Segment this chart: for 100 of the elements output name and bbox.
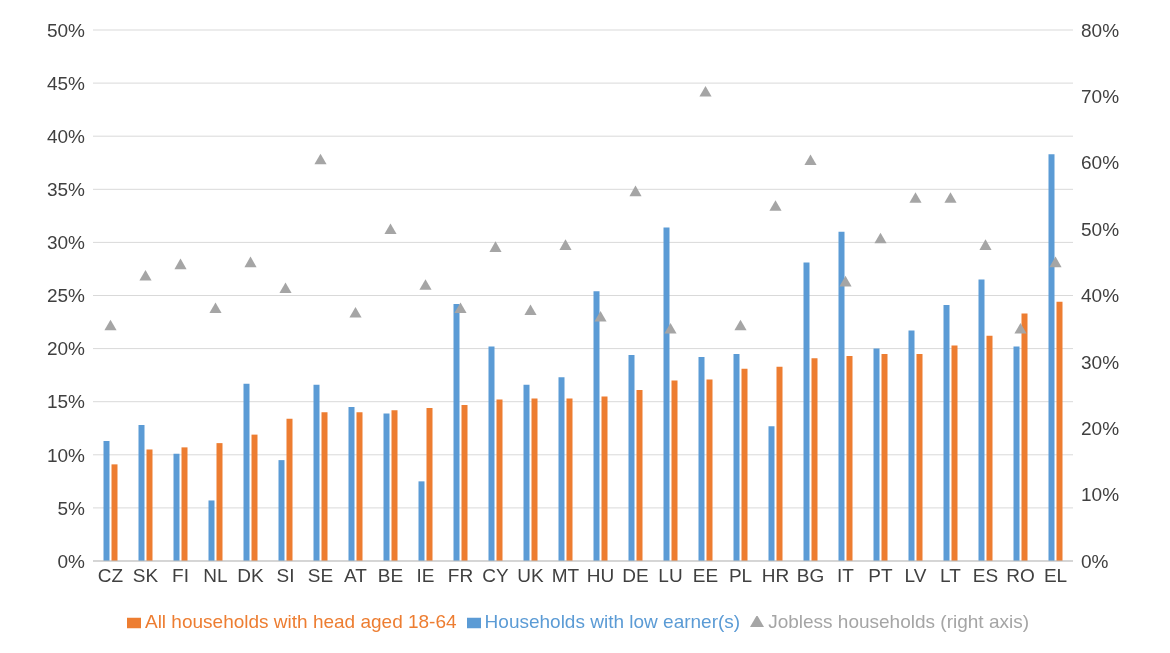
- bar: [138, 425, 145, 561]
- bar: [348, 407, 355, 561]
- bar: [593, 291, 600, 561]
- y-tick-label: 30%: [46, 232, 86, 254]
- legend-label: Households with low earner(s): [484, 611, 741, 632]
- bar: [776, 366, 783, 561]
- point: [489, 241, 502, 252]
- x-tick-label: SI: [276, 565, 295, 587]
- y-tick-label: 50%: [46, 19, 86, 41]
- x-tick-label: IT: [837, 565, 855, 587]
- bar: [313, 384, 320, 561]
- point: [244, 256, 257, 268]
- y-tick-label: 25%: [46, 285, 86, 307]
- y2-tick-label: 50%: [1081, 218, 1120, 240]
- bar: [951, 345, 958, 561]
- bar: [838, 231, 845, 561]
- bar: [873, 348, 880, 561]
- point: [419, 279, 432, 290]
- point: [384, 223, 397, 234]
- point: [559, 239, 572, 250]
- x-tick-label: SE: [307, 565, 334, 587]
- bar: [391, 410, 398, 561]
- x-tick-label: BE: [377, 565, 404, 587]
- bar: [1013, 346, 1020, 561]
- x-tick-label: HU: [586, 565, 615, 587]
- point: [209, 302, 222, 313]
- bar: [628, 354, 635, 561]
- bar: [181, 447, 188, 561]
- x-tick-label: LU: [658, 565, 683, 587]
- point: [349, 307, 362, 318]
- x-tick-label: HR: [761, 565, 790, 587]
- y2-tick-label: 0%: [1081, 550, 1109, 572]
- bar: [916, 353, 923, 561]
- x-tick-label: UK: [517, 565, 545, 587]
- bar: [558, 377, 565, 561]
- x-tick-label: PT: [868, 565, 894, 587]
- x-tick-label: CZ: [97, 565, 124, 587]
- legend-label: All households with head aged 18-64: [144, 611, 457, 632]
- x-tick-label: PL: [728, 565, 753, 587]
- bar: [663, 227, 670, 561]
- point: [104, 319, 117, 331]
- y2-tick-label: 80%: [1081, 19, 1120, 41]
- bar: [846, 356, 853, 561]
- point: [454, 302, 467, 313]
- y2-tick-label: 30%: [1081, 351, 1120, 373]
- bar: [741, 368, 748, 561]
- bar: [321, 412, 328, 561]
- point: [804, 154, 817, 165]
- bar: [523, 384, 530, 561]
- x-tick-label: DE: [622, 565, 649, 587]
- bar: [146, 449, 153, 561]
- bar: [1056, 301, 1063, 561]
- bar: [356, 412, 363, 561]
- bar: [461, 404, 468, 561]
- bar: [251, 434, 258, 561]
- x-tick-label: LT: [940, 565, 962, 587]
- bar: [566, 398, 573, 561]
- point: [944, 192, 957, 203]
- x-tick-label: EE: [692, 565, 719, 587]
- bar: [1048, 154, 1055, 561]
- point: [139, 269, 152, 281]
- bar: [768, 426, 775, 561]
- bar: [908, 330, 915, 561]
- bar: [111, 464, 118, 561]
- y-tick-label: 45%: [46, 72, 86, 94]
- point: [594, 311, 607, 322]
- point: [909, 192, 922, 203]
- x-tick-label: EL: [1043, 565, 1068, 587]
- bar: [978, 279, 985, 561]
- x-tick-label: ES: [972, 565, 999, 587]
- y-tick-label: 20%: [46, 338, 86, 360]
- bar: [803, 262, 810, 561]
- bar: [488, 346, 495, 561]
- point: [279, 282, 292, 294]
- bar: [733, 353, 740, 561]
- bar: [531, 398, 538, 561]
- bar: [383, 413, 390, 561]
- bar: [216, 443, 223, 561]
- point: [734, 319, 747, 331]
- y-tick-label: 40%: [46, 125, 86, 147]
- bar: [636, 390, 643, 561]
- point: [524, 304, 537, 315]
- bar: [426, 408, 433, 561]
- y2-tick-label: 70%: [1081, 86, 1120, 108]
- bar: [943, 305, 950, 561]
- point: [1049, 256, 1062, 268]
- x-tick-label: FI: [172, 565, 189, 587]
- bar: [698, 357, 705, 561]
- y2-tick-label: 40%: [1081, 285, 1120, 307]
- point: [1014, 323, 1027, 334]
- bar: [671, 380, 678, 561]
- point: [664, 323, 677, 334]
- y2-tick-label: 60%: [1081, 152, 1120, 174]
- y-tick-label: 10%: [46, 444, 86, 466]
- point: [629, 185, 642, 197]
- bar: [706, 379, 713, 561]
- bar: [286, 418, 293, 561]
- y-tick-label: 35%: [46, 179, 86, 201]
- bar: [1021, 313, 1028, 561]
- y-tick-label: 15%: [46, 391, 86, 413]
